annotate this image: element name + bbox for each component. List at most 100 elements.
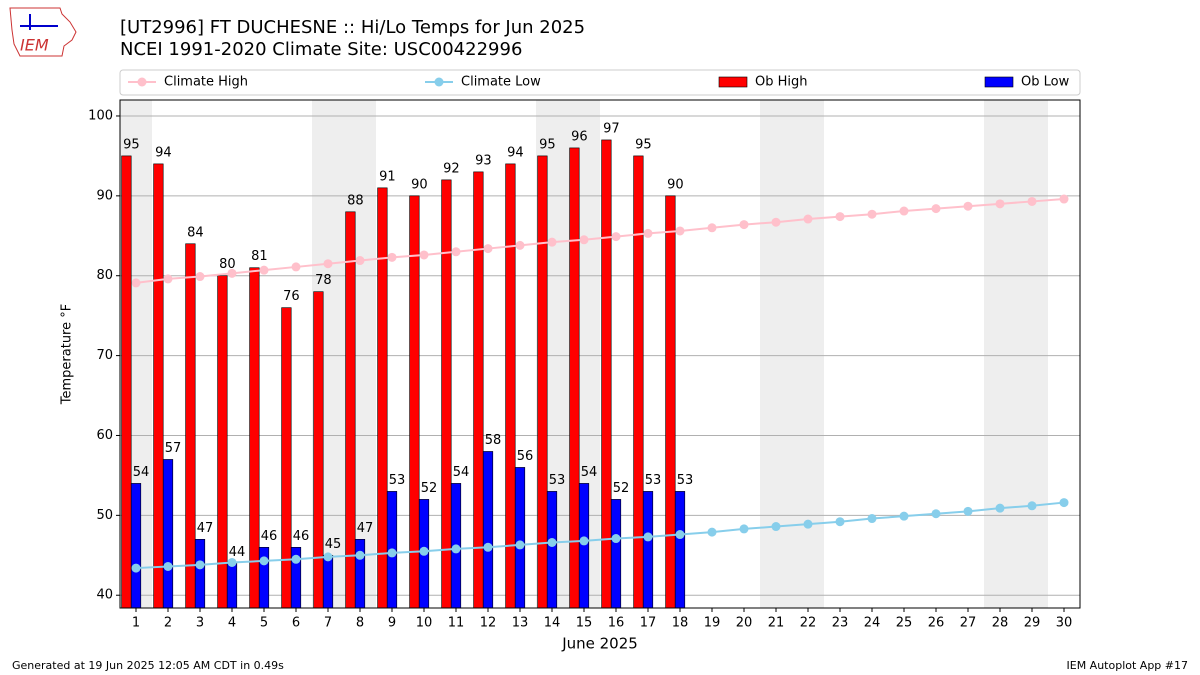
bar-value-label: 97 <box>603 121 620 136</box>
line <box>135 198 1065 284</box>
bar-value-label: 47 <box>197 521 214 536</box>
x-tick-label: 16 <box>608 616 625 631</box>
x-tick-label: 26 <box>928 616 945 631</box>
line-marker <box>995 199 1005 209</box>
line-marker <box>675 226 685 236</box>
line-marker <box>163 561 173 571</box>
plot-frame <box>119 99 1081 609</box>
bar <box>354 539 366 609</box>
bar-value-label: 88 <box>347 193 364 208</box>
line-marker <box>547 237 557 247</box>
x-tick-label: 30 <box>1056 616 1073 631</box>
bar-value-label: 90 <box>411 177 428 192</box>
bar <box>514 467 526 609</box>
x-tick-label: 6 <box>292 616 300 631</box>
bar <box>409 195 420 609</box>
bar-value-label: 44 <box>229 545 246 560</box>
legend-label: Ob High <box>755 75 808 90</box>
line-marker <box>675 530 685 540</box>
line-marker <box>867 514 877 524</box>
bar-value-label: 84 <box>187 225 204 240</box>
x-tick-label: 15 <box>576 616 593 631</box>
footer-left: Generated at 19 Jun 2025 12:05 AM CDT in… <box>12 659 284 672</box>
line-marker <box>323 259 333 269</box>
line-marker <box>707 223 717 233</box>
bar <box>505 163 516 609</box>
line-marker <box>291 262 301 272</box>
line-marker <box>643 228 653 238</box>
line-marker <box>387 252 397 262</box>
legend-swatch <box>718 76 748 88</box>
x-tick-label: 22 <box>800 616 817 631</box>
bar-value-label: 52 <box>613 481 630 496</box>
bar-value-label: 58 <box>485 433 502 448</box>
x-tick-label: 17 <box>640 616 657 631</box>
line-marker <box>803 519 813 529</box>
bar <box>345 211 356 609</box>
weekend-band <box>984 100 1016 608</box>
line-marker <box>803 214 813 224</box>
bar <box>578 483 590 609</box>
x-tick-label: 14 <box>544 616 561 631</box>
bar <box>441 179 452 609</box>
y-tick-label: 50 <box>96 508 113 523</box>
y-tick-label: 80 <box>96 268 113 283</box>
legend-label: Climate Low <box>461 75 541 90</box>
weekend-band <box>1016 100 1048 608</box>
bar <box>322 554 334 609</box>
x-tick-label: 19 <box>704 616 721 631</box>
x-tick-label: 3 <box>196 616 204 631</box>
legend-swatch <box>434 77 444 87</box>
line-marker <box>163 274 173 284</box>
x-tick-label: 2 <box>164 616 172 631</box>
x-tick-label: 20 <box>736 616 753 631</box>
bar <box>153 163 164 609</box>
line-marker <box>227 557 237 567</box>
legend-swatch <box>984 76 1014 88</box>
bar-value-label: 90 <box>667 177 684 192</box>
line-marker <box>387 548 397 558</box>
bar <box>633 155 644 609</box>
bar-value-label: 95 <box>635 137 652 152</box>
line-marker <box>1027 196 1037 206</box>
line-marker <box>355 256 365 266</box>
bar <box>130 483 142 609</box>
line-marker <box>547 538 557 548</box>
bar-value-label: 96 <box>571 129 588 144</box>
bar-value-label: 53 <box>677 473 694 488</box>
bar <box>674 491 686 609</box>
line-marker <box>195 560 205 570</box>
line-marker <box>419 250 429 260</box>
x-tick-label: 10 <box>416 616 433 631</box>
bar <box>162 459 174 609</box>
bar-value-label: 93 <box>475 153 492 168</box>
legend-swatch <box>137 77 147 87</box>
x-tick-label: 8 <box>356 616 364 631</box>
chart-subtitle: NCEI 1991-2020 Climate Site: USC00422996 <box>120 39 522 60</box>
bar-value-label: 46 <box>261 529 278 544</box>
logo-text: IEM <box>20 36 49 55</box>
line-marker <box>899 511 909 521</box>
weekend-band <box>792 100 824 608</box>
line-marker <box>131 278 141 288</box>
x-tick-label: 4 <box>228 616 236 631</box>
line-marker <box>579 536 589 546</box>
line-marker <box>259 556 269 566</box>
bar-value-label: 91 <box>379 169 396 184</box>
legend-label: Ob Low <box>1021 75 1070 90</box>
line-marker <box>835 517 845 527</box>
line-marker <box>579 235 589 245</box>
footer-right: IEM Autoplot App #17 <box>1067 659 1189 672</box>
line-marker <box>131 563 141 573</box>
bar-value-label: 56 <box>517 449 534 464</box>
line-marker <box>867 209 877 219</box>
line-marker <box>483 244 493 254</box>
line-marker <box>995 503 1005 513</box>
x-tick-label: 28 <box>992 616 1009 631</box>
bar-value-label: 92 <box>443 161 460 176</box>
bar <box>546 491 558 609</box>
x-tick-label: 29 <box>1024 616 1041 631</box>
y-axis-label: Temperature °F <box>60 304 75 405</box>
bar <box>217 275 228 609</box>
bar-value-label: 57 <box>165 441 182 456</box>
